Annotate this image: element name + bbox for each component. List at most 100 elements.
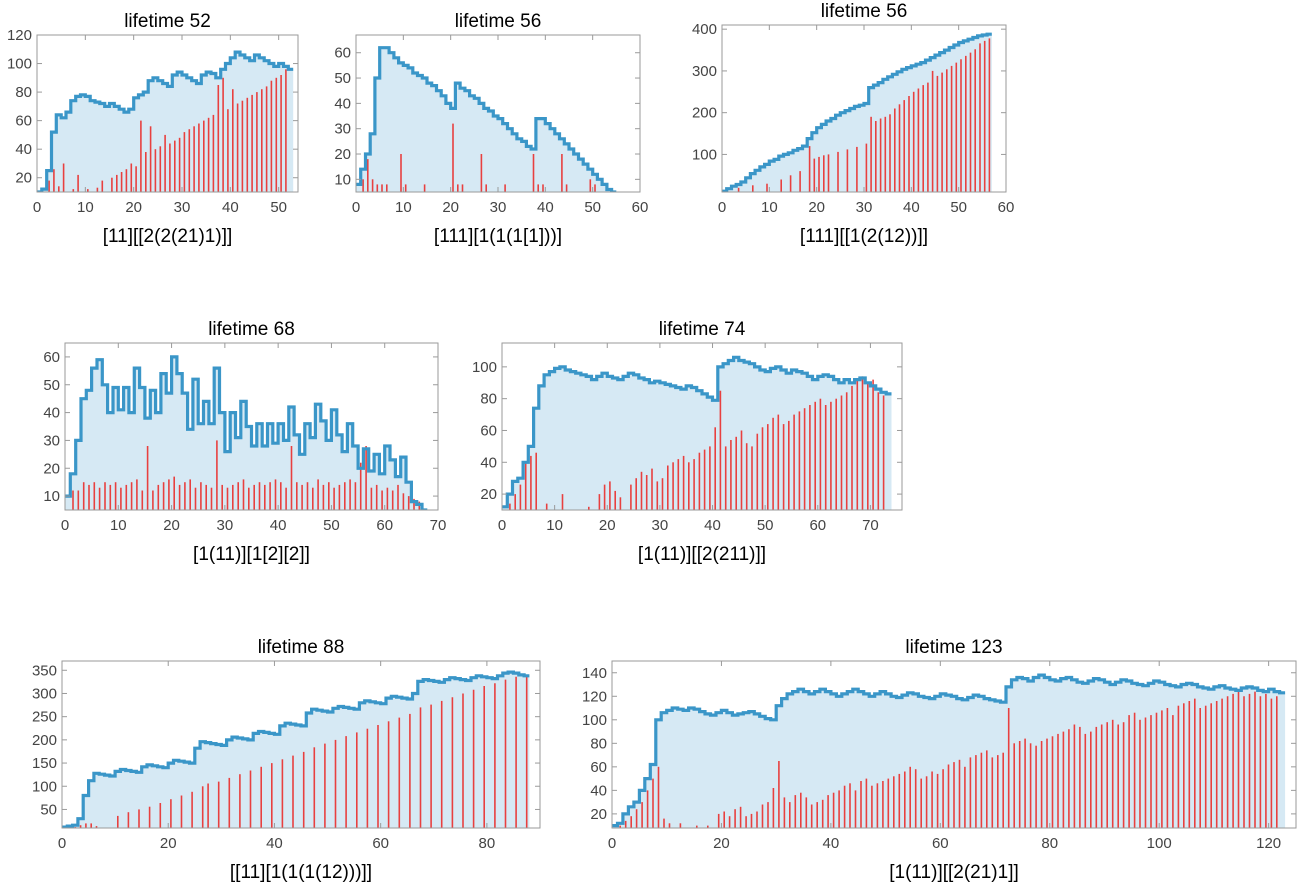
plot-area [502, 355, 892, 510]
x-tick-label: 60 [998, 199, 1015, 216]
y-tick-label: 200 [32, 732, 57, 749]
x-tick-label: 50 [584, 199, 601, 216]
y-tick-label: 100 [582, 712, 607, 729]
y-tick-label: 60 [15, 113, 32, 130]
plot-area [356, 46, 617, 192]
chart-title: lifetime 52 [124, 11, 211, 32]
plot-frame [501, 342, 903, 511]
x-tick-label: 20 [713, 835, 730, 852]
x-tick-label: 0 [718, 199, 726, 216]
x-tick-label: 30 [174, 199, 191, 216]
x-tick-label: 0 [61, 517, 69, 534]
y-tick-label: 30 [43, 432, 60, 449]
x-axis-label: [1(11)][1[2][2]] [193, 544, 310, 565]
x-tick-label: 0 [608, 835, 616, 852]
y-tick-label: 20 [480, 486, 497, 503]
y-tick-label: 60 [334, 45, 351, 62]
y-tick-label: 100 [7, 56, 32, 73]
chart-title: lifetime 88 [258, 637, 345, 658]
y-tick-label: 100 [472, 359, 497, 376]
chart-panel: 0 20 40 60 80 100 12020406080100120140lifetime… [582, 637, 1297, 883]
y-tick-label: 100 [32, 778, 57, 795]
y-tick-label: 50 [40, 801, 57, 818]
y-tick-label: 300 [692, 63, 717, 80]
envelope-fill [722, 34, 992, 192]
x-tick-label: 50 [323, 517, 340, 534]
x-axis-label: [1(11)][[2(211)]] [638, 544, 766, 565]
x-tick-label: 30 [490, 199, 507, 216]
x-tick-label: 20 [808, 199, 825, 216]
x-tick-label: 50 [757, 517, 774, 534]
x-tick-label: 40 [537, 199, 554, 216]
y-tick-label: 20 [43, 460, 60, 477]
chart-title: lifetime 56 [821, 1, 908, 22]
y-tick-label: 20 [334, 146, 351, 163]
y-tick-label: 40 [15, 141, 32, 158]
x-tick-label: 70 [430, 517, 447, 534]
y-tick-label: 10 [334, 171, 351, 188]
y-tick-label: 50 [43, 377, 60, 394]
x-tick-label: 20 [163, 517, 180, 534]
x-tick-label: 60 [372, 835, 389, 852]
x-tick-label: 40 [266, 835, 283, 852]
plot-area [37, 50, 294, 192]
envelope-line [722, 32, 992, 192]
y-tick-label: 30 [334, 121, 351, 138]
envelope-line [37, 50, 294, 192]
x-tick-label: 0 [33, 199, 41, 216]
y-tick-label: 120 [582, 688, 607, 705]
plot-area [62, 670, 530, 828]
x-axis-label: [11][[2(2(21)1)]] [103, 226, 233, 247]
chart-title: lifetime 123 [905, 637, 1002, 658]
chart-title: lifetime 56 [455, 11, 542, 32]
chart-panel: 0 10 20 30 40 50 20 40 60 80 100 120 lifetime 52 [11]… [7, 11, 299, 247]
x-tick-label: 40 [222, 199, 239, 216]
envelope-line [65, 355, 428, 510]
x-tick-label: 60 [376, 517, 393, 534]
x-tick-label: 60 [632, 199, 649, 216]
plot-area [612, 673, 1286, 828]
plot-area [722, 32, 992, 192]
chart-panel: 0 10 20 30 40 50 60 100 200 300 400 lifetime 56 [111… [692, 1, 1014, 247]
chart-panel: 0 10 20 30 40 50 60 70 20 40 60 80 100 lifetime 74 [1(… [472, 319, 903, 565]
x-tick-label: 30 [652, 517, 669, 534]
x-tick-label: 100 [1147, 835, 1172, 852]
x-tick-label: 50 [950, 199, 967, 216]
y-tick-label: 400 [692, 21, 717, 38]
x-axis-label: [111][1(1(1[1]))] [434, 226, 562, 247]
x-tick-label: 20 [599, 517, 616, 534]
chart-panel: 0 20 40 60 80 50 100 150 200 250 300 350 lifetime 88… [32, 637, 541, 883]
y-tick-label: 40 [43, 405, 60, 422]
x-axis-label: [[11][1(1(1(12)))]] [230, 862, 372, 883]
x-tick-label: 20 [160, 835, 177, 852]
x-axis-label: [111][[1(2(12))]] [800, 226, 928, 247]
y-tick-label: 50 [334, 70, 351, 87]
x-tick-label: 120 [1256, 835, 1281, 852]
x-tick-label: 30 [856, 199, 873, 216]
y-tick-label: 100 [692, 146, 717, 163]
plot-frame [36, 34, 299, 193]
plot-frame [61, 660, 541, 829]
x-tick-label: 50 [270, 199, 287, 216]
envelope-fill [356, 47, 617, 192]
x-tick-label: 60 [932, 835, 949, 852]
x-tick-label: 60 [809, 517, 826, 534]
y-tick-label: 60 [590, 759, 607, 776]
x-tick-label: 0 [498, 517, 506, 534]
x-tick-label: 30 [217, 517, 234, 534]
envelope-line [62, 670, 530, 828]
x-tick-label: 40 [903, 199, 920, 216]
chart-title: lifetime 74 [659, 319, 746, 340]
envelope-line [612, 673, 1286, 828]
y-tick-label: 120 [7, 27, 32, 44]
x-tick-label: 80 [479, 835, 496, 852]
x-tick-label: 10 [77, 199, 94, 216]
plot-frame [611, 660, 1297, 829]
y-tick-label: 350 [32, 662, 57, 679]
envelope-fill [65, 356, 428, 510]
x-tick-label: 40 [704, 517, 721, 534]
y-tick-label: 40 [480, 454, 497, 471]
envelope-line [502, 355, 892, 509]
plot-frame [64, 342, 439, 511]
